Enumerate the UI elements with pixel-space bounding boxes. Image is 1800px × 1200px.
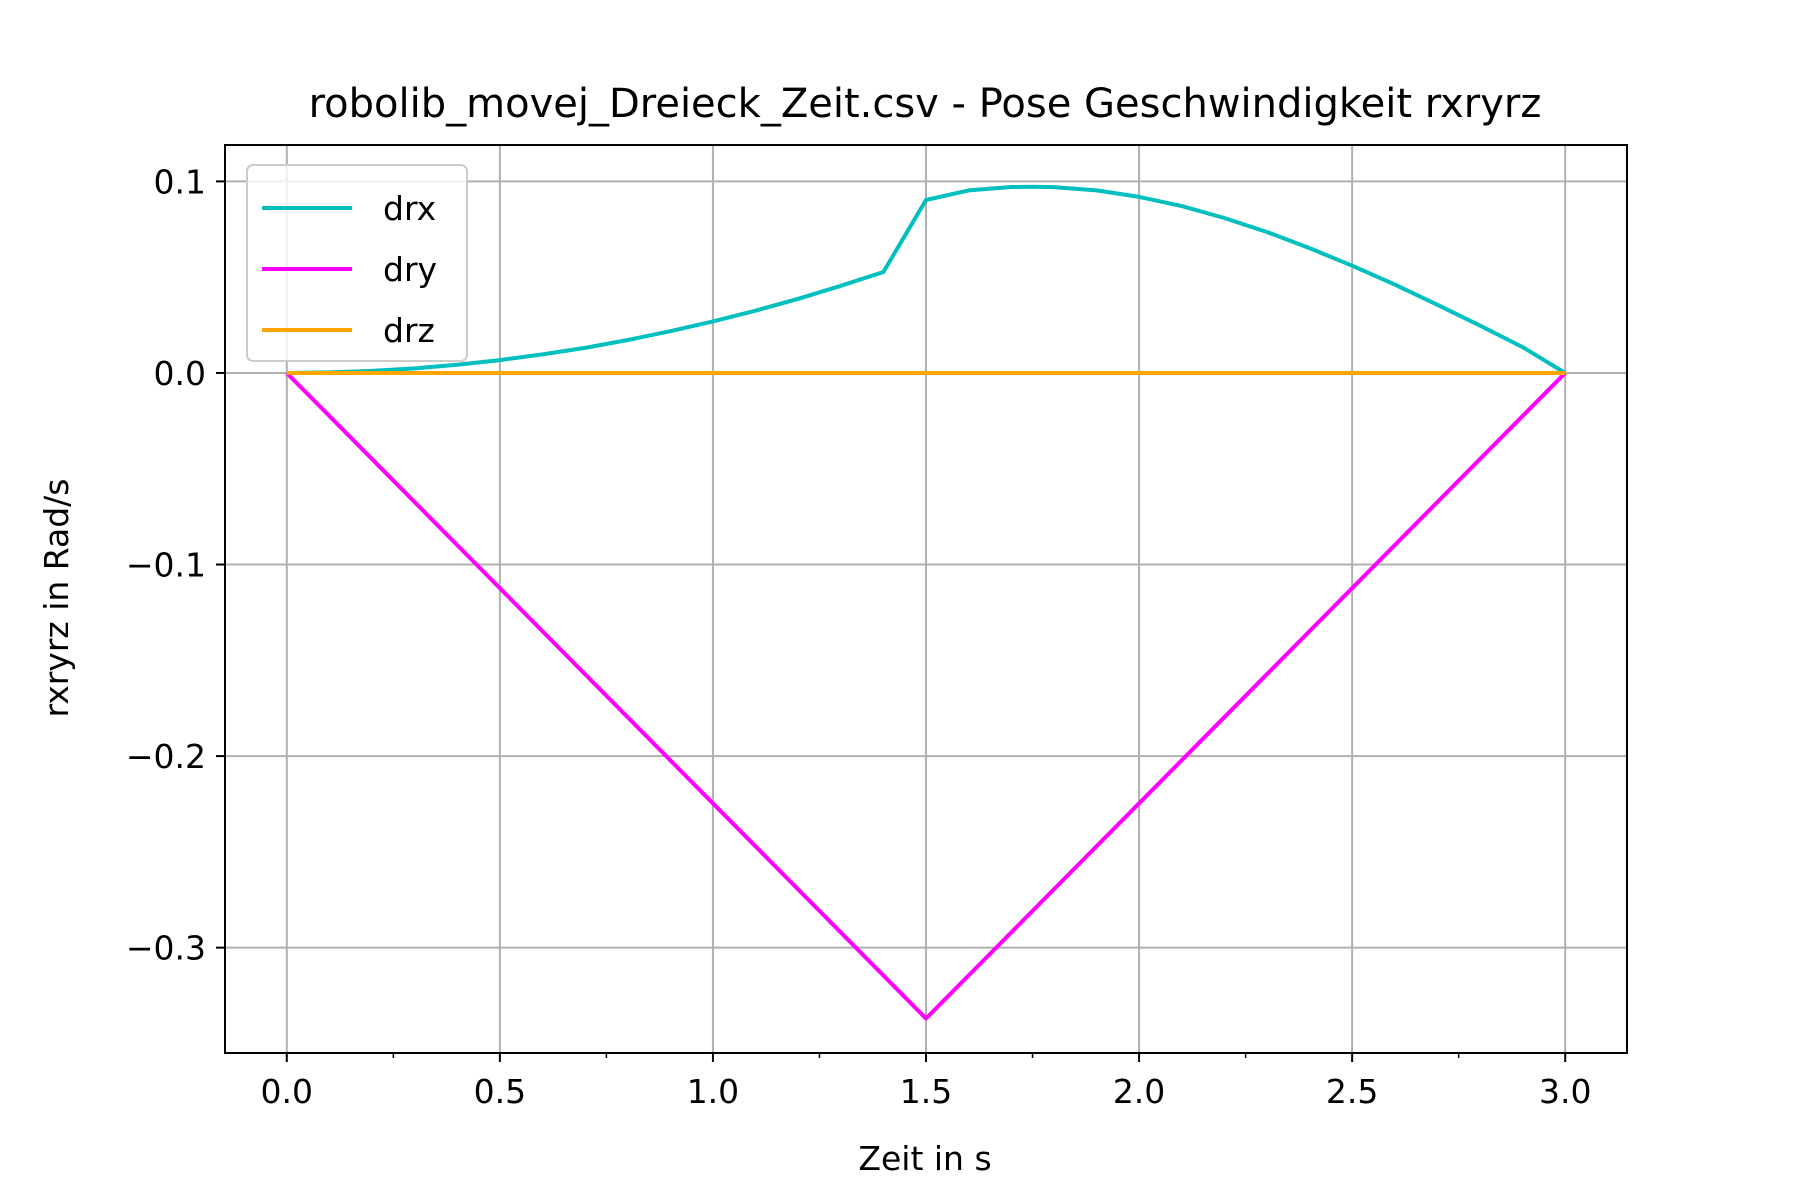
y-tick-label: −0.1: [126, 546, 206, 585]
series-lines: [285, 184, 1567, 1021]
legend-label-drz: drz: [383, 311, 435, 350]
x-tick-label: 1.0: [687, 1072, 739, 1111]
series-line-dry: [285, 371, 1567, 1021]
y-tick-label: −0.2: [126, 737, 206, 776]
legend-box: [246, 164, 468, 362]
x-tick-label: 0.5: [474, 1072, 526, 1111]
y-tick-label: −0.3: [126, 929, 206, 968]
ticks: 0.0 0.5 1.0 1.5 2.0 2.5 3.0 0.1 0.0 −0.1 −0.2 −0.3: [126, 162, 1592, 1111]
y-axis-title: rxryrz in Rad/s: [37, 479, 76, 718]
x-tick-label: 2.5: [1326, 1072, 1378, 1111]
chart-title: robolib_movej_Dreieck_Zeit.csv - Pose Ge…: [309, 81, 1542, 127]
legend: drx dry drz: [246, 164, 468, 362]
legend-label-drx: drx: [383, 189, 436, 228]
x-axis-title: Zeit in s: [858, 1139, 991, 1178]
x-tick-label: 0.0: [261, 1072, 313, 1111]
x-tick-label: 1.5: [900, 1072, 952, 1111]
y-tick-label: 0.1: [154, 162, 206, 201]
y-tick-label: 0.0: [154, 354, 206, 393]
series-line-drx: [286, 184, 1567, 375]
x-tick-label: 3.0: [1539, 1072, 1591, 1111]
legend-label-dry: dry: [383, 250, 437, 289]
x-tick-label: 2.0: [1113, 1072, 1165, 1111]
